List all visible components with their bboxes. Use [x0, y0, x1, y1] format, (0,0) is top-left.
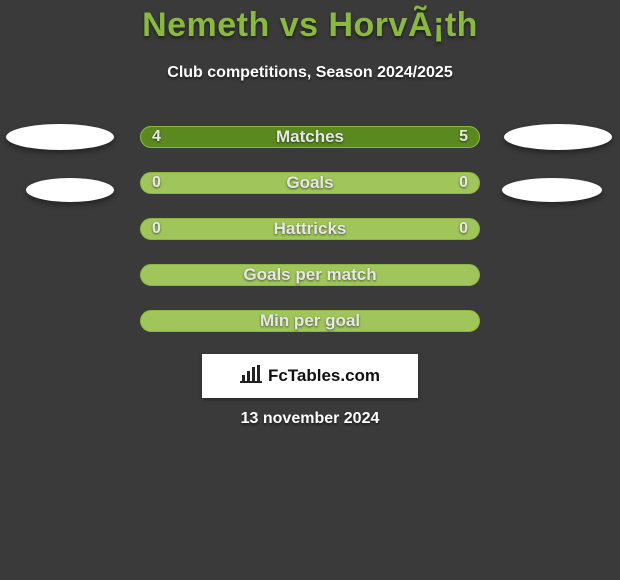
stat-bar-track	[140, 126, 480, 148]
stat-row: Min per goal	[140, 310, 480, 332]
comparison-subtitle: Club competitions, Season 2024/2025	[0, 64, 620, 82]
stat-value-left: 0	[152, 218, 161, 240]
stat-bar-track	[140, 218, 480, 240]
player-left-badge-row2	[26, 178, 114, 202]
fctables-logo-text: FcTables.com	[268, 366, 380, 386]
stat-bar-left	[141, 127, 283, 147]
stat-bar-track	[140, 172, 480, 194]
stat-row: Goals per match	[140, 264, 480, 286]
stat-value-right: 0	[459, 218, 468, 240]
generation-date: 13 november 2024	[0, 410, 620, 428]
stat-row: Goals00	[140, 172, 480, 194]
bar-chart-icon	[240, 365, 262, 388]
stat-value-right: 5	[459, 126, 468, 148]
player-right-badge-row1	[504, 124, 612, 150]
stat-value-right: 0	[459, 172, 468, 194]
player-left-badge-row1	[6, 124, 114, 150]
stat-row: Hattricks00	[140, 218, 480, 240]
comparison-title: Nemeth vs HorvÃ¡th	[0, 6, 620, 45]
stat-bar-right	[283, 127, 479, 147]
stat-bar-track	[140, 310, 480, 332]
stat-bar-track	[140, 264, 480, 286]
stat-value-left: 4	[152, 126, 161, 148]
stat-value-left: 0	[152, 172, 161, 194]
player-right-badge-row2	[502, 178, 602, 202]
stat-row: Matches45	[140, 126, 480, 148]
fctables-logo: FcTables.com	[202, 354, 418, 398]
